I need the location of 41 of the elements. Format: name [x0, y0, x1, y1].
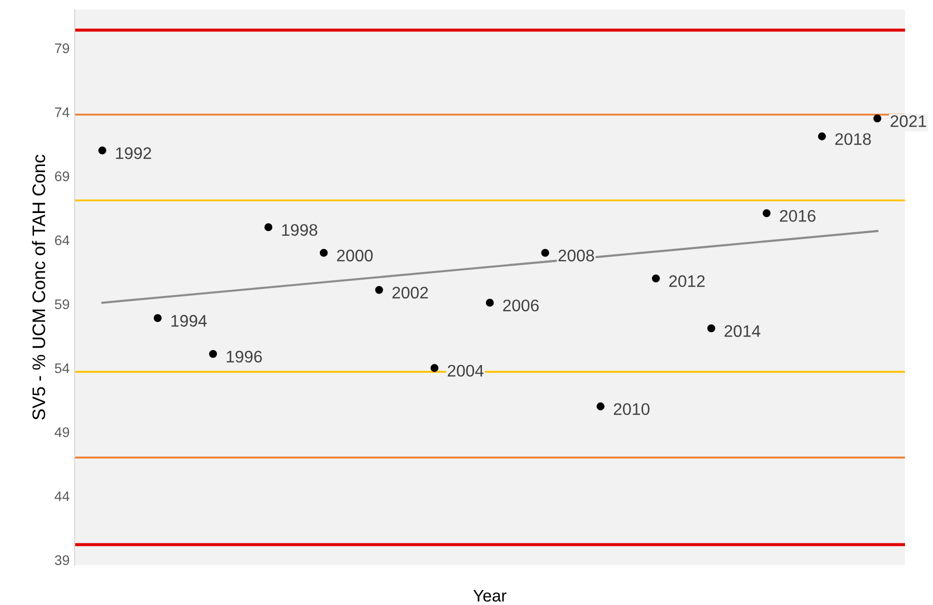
annotation: 2004 — [448, 364, 484, 377]
y-axis-title: SV5 - % UCM Conc of TAH Conc — [32, 154, 46, 420]
y-tick-label: 74 — [55, 108, 70, 118]
annotation: 2014 — [724, 325, 760, 337]
point — [762, 209, 771, 218]
point — [652, 274, 660, 282]
point — [596, 402, 604, 410]
y-tick-label: 79 — [55, 43, 70, 54]
point — [320, 248, 328, 257]
point — [430, 364, 438, 372]
annotation: 1996 — [226, 350, 262, 363]
annotation: 1994 — [171, 314, 207, 327]
annotation: 2002 — [392, 286, 428, 299]
y-tick-label: 44 — [54, 491, 70, 501]
y-tick-label: 64 — [55, 235, 70, 246]
y-tick-label: 39 — [54, 555, 70, 566]
point — [375, 286, 384, 294]
point — [264, 223, 272, 232]
annotation: 2006 — [503, 300, 539, 312]
annotation: 2008 — [558, 250, 594, 262]
point — [707, 324, 716, 332]
point — [154, 314, 162, 322]
point — [98, 146, 106, 154]
x-axis-title: Year — [473, 590, 506, 602]
annotation: 2010 — [614, 403, 650, 416]
annotation: 2012 — [669, 275, 705, 288]
annotation: 2021 — [890, 115, 926, 128]
annotation: 2018 — [835, 133, 871, 146]
point — [541, 248, 550, 257]
annotation: 2016 — [780, 210, 816, 222]
y-tick-label: 49 — [54, 427, 70, 438]
annotation: 1992 — [116, 147, 152, 160]
annotation: 2000 — [337, 250, 373, 262]
point — [818, 132, 826, 140]
y-tick-label: 54 — [54, 363, 70, 374]
y-tick-label: 59 — [54, 299, 70, 310]
point — [486, 298, 494, 307]
annotation: 1998 — [282, 224, 318, 236]
point — [209, 350, 217, 358]
y-tick-label: 69 — [55, 171, 70, 182]
point — [873, 114, 882, 122]
